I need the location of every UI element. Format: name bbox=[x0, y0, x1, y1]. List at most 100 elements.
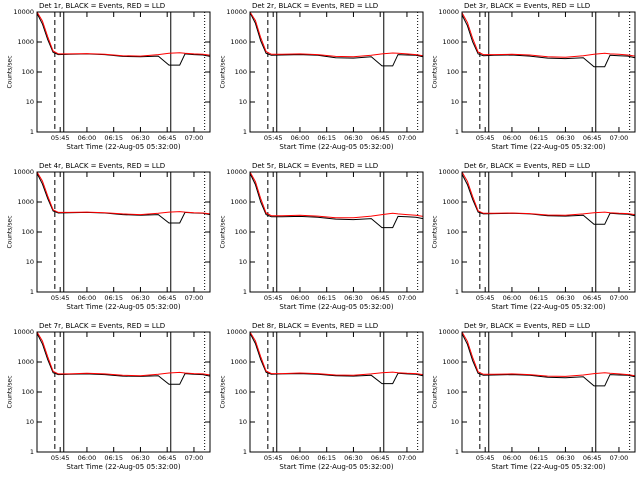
x-axis-label: Start Time (22-Aug-05 05:32:00) bbox=[491, 143, 605, 151]
y-tick-label: 1000 bbox=[230, 198, 247, 206]
x-tick-label: 06:45 bbox=[371, 294, 390, 302]
y-tick-label: 1 bbox=[455, 128, 459, 136]
y-tick-label: 1 bbox=[243, 128, 247, 136]
plot-frame bbox=[249, 11, 424, 133]
y-tick-label: 10 bbox=[451, 418, 459, 426]
panel-title: Det 9r, BLACK = Events, RED = LLD bbox=[464, 322, 590, 330]
x-tick-label: 06:15 bbox=[317, 454, 336, 462]
x-tick-label: 06:45 bbox=[371, 454, 390, 462]
series-line bbox=[249, 171, 424, 219]
plot-frame bbox=[461, 11, 636, 133]
series-line bbox=[36, 11, 211, 57]
x-tick-label: 05:45 bbox=[264, 294, 283, 302]
panel: Det 9r, BLACK = Events, RED = LLD Counts/… bbox=[432, 322, 636, 471]
x-tick-label: 06:00 bbox=[291, 454, 310, 462]
x-tick-label: 06:00 bbox=[503, 454, 522, 462]
x-tick-label: 06:30 bbox=[344, 294, 363, 302]
y-tick-label: 100 bbox=[447, 228, 459, 236]
y-tick-label: 10 bbox=[26, 418, 34, 426]
panel-title: Det 1r, BLACK = Events, RED = LLD bbox=[39, 2, 165, 10]
series-line bbox=[36, 333, 211, 385]
series-line bbox=[36, 331, 211, 377]
panel-title: Det 6r, BLACK = Events, RED = LLD bbox=[464, 162, 590, 170]
x-tick-label: 06:00 bbox=[78, 454, 97, 462]
panel-title: Det 2r, BLACK = Events, RED = LLD bbox=[252, 2, 378, 10]
plot-frame bbox=[249, 171, 424, 293]
x-tick-label: 06:15 bbox=[317, 134, 336, 142]
x-tick-label: 06:15 bbox=[104, 134, 123, 142]
x-axis-label: Start Time (22-Aug-05 05:32:00) bbox=[279, 143, 393, 151]
series-line bbox=[249, 332, 424, 385]
y-tick-label: 10000 bbox=[438, 168, 459, 176]
plot-frame bbox=[36, 171, 211, 293]
x-tick-label: 06:15 bbox=[104, 294, 123, 302]
panel-title: Det 7r, BLACK = Events, RED = LLD bbox=[39, 322, 165, 330]
y-tick-label: 10000 bbox=[13, 168, 34, 176]
panel-title: Det 5r, BLACK = Events, RED = LLD bbox=[252, 162, 378, 170]
panel: Det 4r, BLACK = Events, RED = LLD Counts/… bbox=[7, 162, 211, 311]
y-tick-label: 1 bbox=[30, 448, 34, 456]
y-tick-label: 1 bbox=[30, 128, 34, 136]
plot-frame bbox=[36, 331, 211, 453]
y-axis-label: Counts/sec bbox=[432, 55, 439, 88]
x-axis-label: Start Time (22-Aug-05 05:32:00) bbox=[66, 303, 180, 311]
x-tick-label: 06:00 bbox=[78, 294, 97, 302]
x-tick-label: 06:45 bbox=[158, 134, 177, 142]
panel: Det 1r, BLACK = Events, RED = LLD Counts/… bbox=[7, 2, 211, 151]
series-line bbox=[249, 331, 424, 376]
y-tick-label: 10 bbox=[239, 418, 247, 426]
y-tick-label: 10 bbox=[451, 258, 459, 266]
y-tick-label: 1000 bbox=[442, 38, 459, 46]
y-tick-label: 10 bbox=[239, 258, 247, 266]
x-tick-label: 06:45 bbox=[158, 454, 177, 462]
y-tick-label: 10000 bbox=[438, 328, 459, 336]
y-axis-label: Counts/sec bbox=[432, 215, 439, 248]
x-tick-label: 06:00 bbox=[503, 134, 522, 142]
x-tick-label: 05:45 bbox=[476, 294, 495, 302]
y-axis-label: Counts/sec bbox=[7, 215, 14, 248]
x-tick-label: 07:00 bbox=[610, 294, 629, 302]
y-tick-label: 10000 bbox=[13, 8, 34, 16]
y-tick-label: 100 bbox=[447, 388, 459, 396]
y-tick-label: 1000 bbox=[17, 358, 34, 366]
panel: Det 7r, BLACK = Events, RED = LLD Counts/… bbox=[7, 322, 211, 471]
x-tick-label: 05:45 bbox=[476, 134, 495, 142]
series-line bbox=[36, 13, 211, 66]
x-tick-label: 06:00 bbox=[78, 134, 97, 142]
x-tick-label: 06:15 bbox=[104, 454, 123, 462]
y-tick-label: 100 bbox=[235, 228, 247, 236]
y-tick-label: 1000 bbox=[230, 38, 247, 46]
y-tick-label: 100 bbox=[447, 68, 459, 76]
plot-frame bbox=[461, 171, 636, 293]
x-tick-label: 06:15 bbox=[529, 134, 548, 142]
series-line bbox=[36, 173, 211, 224]
x-axis-label: Start Time (22-Aug-05 05:32:00) bbox=[279, 463, 393, 471]
y-tick-label: 10000 bbox=[13, 328, 34, 336]
x-tick-label: 06:15 bbox=[529, 294, 548, 302]
y-tick-label: 100 bbox=[22, 228, 34, 236]
x-tick-label: 06:15 bbox=[317, 294, 336, 302]
series-line bbox=[461, 331, 636, 377]
x-tick-label: 06:30 bbox=[131, 134, 150, 142]
series-line bbox=[249, 173, 424, 229]
y-axis-label: Counts/sec bbox=[220, 375, 227, 408]
panel: Det 8r, BLACK = Events, RED = LLD Counts/… bbox=[220, 322, 424, 471]
x-tick-label: 06:30 bbox=[556, 294, 575, 302]
y-tick-label: 100 bbox=[235, 388, 247, 396]
y-tick-label: 10 bbox=[26, 258, 34, 266]
series-line bbox=[36, 171, 211, 216]
y-tick-label: 10 bbox=[239, 98, 247, 106]
y-tick-label: 10000 bbox=[226, 168, 247, 176]
y-tick-label: 1 bbox=[30, 288, 34, 296]
x-tick-label: 06:30 bbox=[344, 454, 363, 462]
y-tick-label: 1 bbox=[243, 288, 247, 296]
plot-frame bbox=[461, 331, 636, 453]
y-tick-label: 1000 bbox=[230, 358, 247, 366]
x-tick-label: 06:45 bbox=[158, 294, 177, 302]
x-tick-label: 06:30 bbox=[344, 134, 363, 142]
y-tick-label: 1 bbox=[455, 448, 459, 456]
x-tick-label: 07:00 bbox=[185, 294, 204, 302]
x-tick-label: 06:15 bbox=[529, 454, 548, 462]
y-tick-label: 100 bbox=[235, 68, 247, 76]
y-axis-label: Counts/sec bbox=[220, 55, 227, 88]
